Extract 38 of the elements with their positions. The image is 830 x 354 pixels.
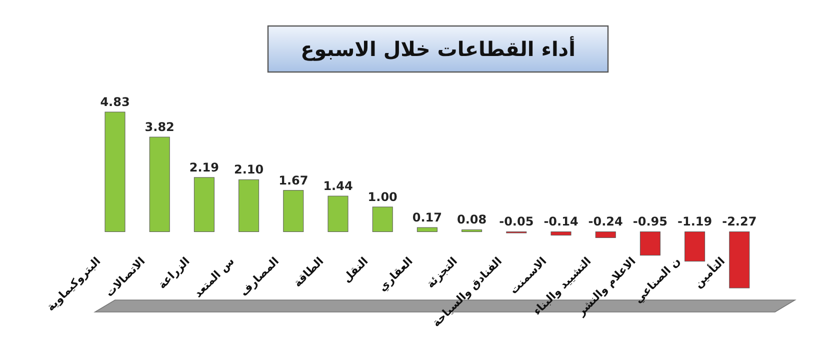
data-label: 3.82 xyxy=(144,120,174,134)
x-tick-label: الزراعة xyxy=(156,254,192,292)
x-tick-label: التجزئة xyxy=(424,254,460,291)
data-label: -0.05 xyxy=(499,214,534,229)
bar xyxy=(238,179,260,232)
data-label: 1.00 xyxy=(368,190,398,204)
data-label: 1.44 xyxy=(323,179,353,194)
data-label: 4.83 xyxy=(100,95,130,109)
x-tick-label: العقاري xyxy=(376,254,416,294)
bar xyxy=(104,112,126,232)
data-label: -0.95 xyxy=(632,214,668,229)
data-label: 1.67 xyxy=(278,173,308,188)
x-tick-label: س المتعد xyxy=(191,254,237,300)
bar xyxy=(194,177,214,232)
data-label: 0.17 xyxy=(412,210,442,225)
data-label: -1.19 xyxy=(678,214,712,229)
x-tick-label: النقل xyxy=(340,254,371,286)
x-tick-label: التأمين xyxy=(690,254,728,291)
bar xyxy=(416,227,438,232)
data-label: 2.10 xyxy=(234,162,264,177)
data-label: 2.19 xyxy=(189,160,220,174)
bar xyxy=(550,231,572,236)
x-tick-label: الاتصالات xyxy=(102,254,148,300)
data-label: -0.14 xyxy=(544,214,578,229)
data-label: 0.08 xyxy=(456,212,487,227)
data-label: -2.27 xyxy=(722,214,757,229)
x-tick-label: البتروكيماوية xyxy=(44,254,104,314)
bar xyxy=(149,136,170,232)
bar xyxy=(640,231,660,256)
data-label: -0.24 xyxy=(588,214,623,229)
bar xyxy=(372,206,393,232)
x-tick-label: المصارف xyxy=(237,254,282,299)
bar xyxy=(729,231,750,288)
bar xyxy=(283,190,304,232)
bar xyxy=(328,196,348,232)
bar xyxy=(595,231,616,238)
x-tick-label: الطاقة xyxy=(291,254,326,290)
chart-title: أداء القطاعات خلال الاسبوع xyxy=(300,36,576,61)
